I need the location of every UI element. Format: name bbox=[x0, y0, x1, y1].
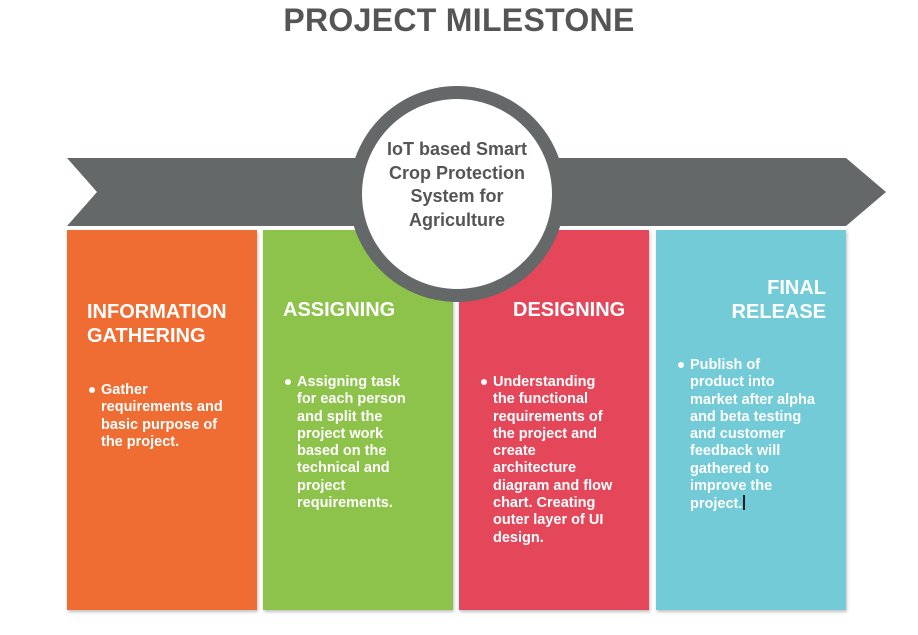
page-title: PROJECT MILESTONE bbox=[283, 2, 635, 38]
bullet-line: for each person bbox=[297, 391, 406, 408]
stage-bullet: Gather requirements and basic purpose of… bbox=[89, 382, 223, 451]
stage-bullet: Understanding the functional requirement… bbox=[481, 374, 613, 547]
stage-assigning: ASSIGNING Assigning task for each person… bbox=[263, 230, 453, 610]
stage-heading: INFORMATION GATHERING bbox=[87, 300, 227, 348]
bullet-line: Publish of bbox=[690, 357, 761, 373]
stage-heading-line: GATHERING bbox=[87, 325, 206, 347]
bullet-line: basic purpose of bbox=[101, 416, 218, 433]
bullet-line: architecture bbox=[493, 460, 577, 477]
bullet-line-last: project. bbox=[690, 495, 815, 513]
bullet-dot bbox=[481, 379, 487, 385]
center-circle-inner: IoT based Smart Crop Protection System f… bbox=[362, 99, 552, 289]
bullet-line: project bbox=[297, 477, 346, 494]
text-cursor bbox=[743, 495, 745, 511]
bullet-dot bbox=[285, 379, 291, 385]
bullet-line: technical and bbox=[297, 460, 390, 477]
stage-heading: FINAL RELEASE bbox=[732, 276, 826, 324]
bullet-line: requirements and bbox=[101, 399, 223, 416]
stage-information-gathering: INFORMATION GATHERING Gather requirement… bbox=[67, 230, 257, 610]
bullet-line: diagram and flow bbox=[493, 477, 613, 494]
bullet-line: feedback will bbox=[690, 443, 781, 460]
stage-bullet: Assigning task for each person and split… bbox=[285, 374, 406, 512]
bullet-dot bbox=[678, 362, 684, 368]
bullet-line: market after alpha bbox=[690, 391, 815, 408]
center-circle: IoT based Smart Crop Protection System f… bbox=[349, 86, 565, 302]
bullet-line: Assigning task bbox=[297, 374, 401, 390]
bullet-dot bbox=[89, 387, 95, 393]
bullet-line: based on the bbox=[297, 443, 387, 460]
bullet-line: product into bbox=[690, 374, 775, 391]
stage-heading: DESIGNING bbox=[513, 298, 625, 322]
bullet-line: Understanding bbox=[493, 374, 596, 390]
bullet-line: and beta testing bbox=[690, 408, 802, 425]
bullet-line: design. bbox=[493, 529, 544, 546]
bullet-line: and split the bbox=[297, 408, 383, 425]
stage-bullet: Publish of product into market after alp… bbox=[678, 357, 815, 514]
bullet-line: Gather bbox=[101, 382, 148, 398]
bullet-line: the project and bbox=[493, 425, 597, 442]
bullet-line: gathered to bbox=[690, 460, 769, 477]
bullet-line: and customer bbox=[690, 426, 786, 443]
bullet-line: the functional bbox=[493, 391, 589, 408]
bullet-line: project. bbox=[690, 496, 743, 513]
stage-heading-line: INFORMATION bbox=[87, 301, 227, 323]
bullet-line: create bbox=[493, 443, 536, 460]
bullet-line: chart. Creating bbox=[493, 495, 596, 512]
bullet-line: requirements. bbox=[297, 495, 393, 512]
bullet-line: outer layer of UI bbox=[493, 512, 604, 529]
stage-heading-line: FINAL bbox=[767, 277, 826, 299]
center-circle-text: IoT based Smart Crop Protection System f… bbox=[386, 139, 528, 230]
stage-heading: ASSIGNING bbox=[283, 298, 395, 322]
stage-heading-line: RELEASE bbox=[731, 301, 826, 323]
bullet-line: requirements of bbox=[493, 408, 603, 425]
stage-heading-line: ASSIGNING bbox=[283, 299, 396, 321]
bullet-line: project work bbox=[297, 425, 384, 442]
bullet-line: the project. bbox=[101, 433, 180, 450]
stage-heading-line: DESIGNING bbox=[513, 299, 626, 321]
stage-final-release: FINAL RELEASE Publish of product into ma… bbox=[656, 230, 846, 610]
bullet-line: improve the bbox=[690, 478, 773, 495]
